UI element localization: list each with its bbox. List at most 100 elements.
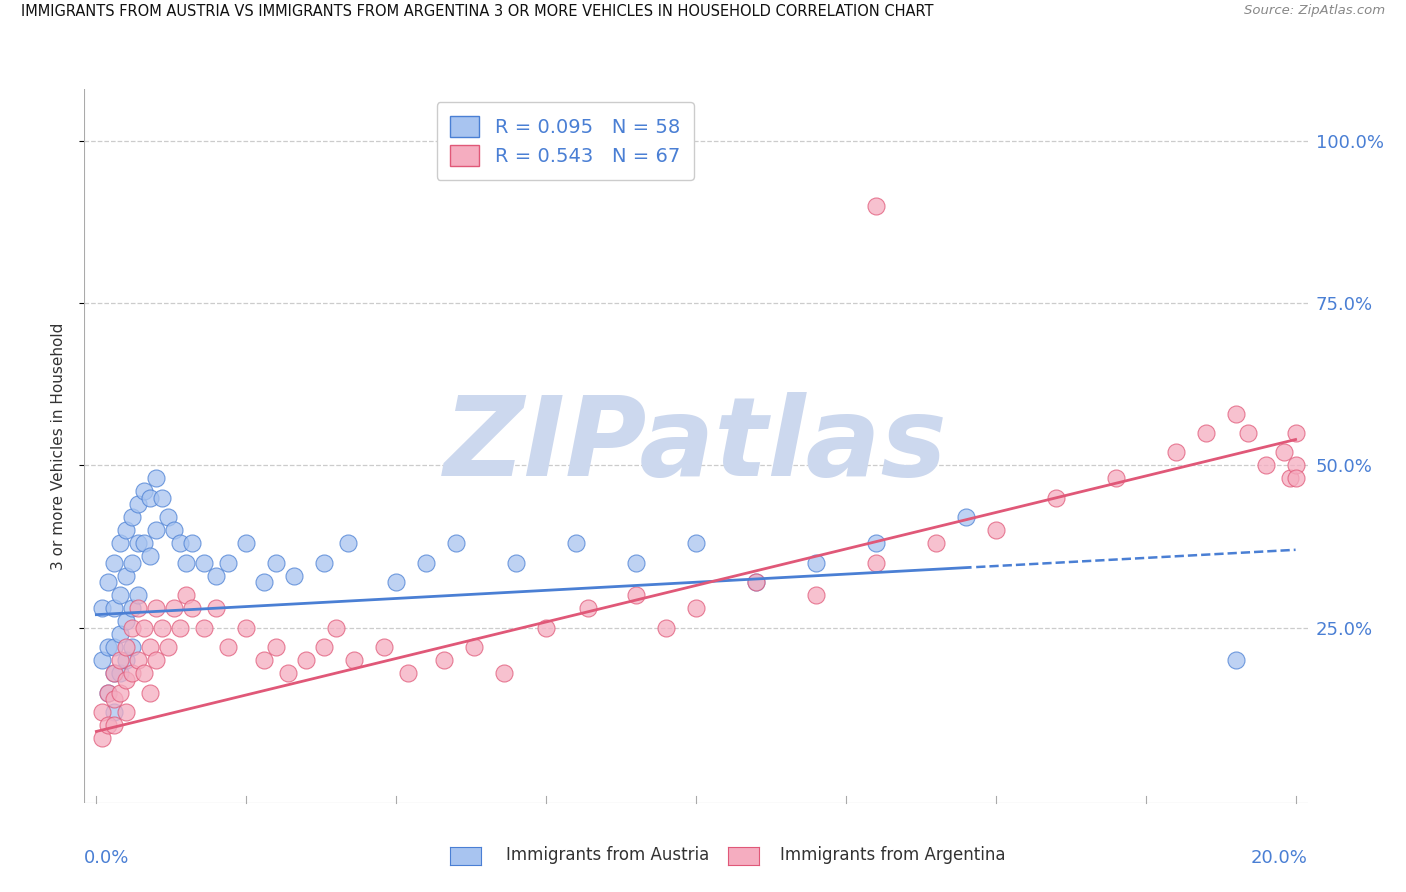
Point: [163, 524, 186, 538]
Point: [121, 510, 143, 524]
Point: [145, 653, 167, 667]
Point: [295, 653, 318, 667]
Point: [139, 491, 162, 505]
Point: [984, 524, 1007, 538]
Point: [655, 621, 678, 635]
Point: [433, 653, 456, 667]
Point: [145, 601, 167, 615]
Point: [127, 653, 149, 667]
Point: [181, 536, 204, 550]
Point: [1236, 425, 1258, 440]
Point: [139, 685, 162, 699]
Point: [121, 621, 143, 635]
Point: [1284, 471, 1306, 485]
Point: [235, 621, 257, 635]
Point: [193, 556, 215, 570]
Point: [127, 588, 149, 602]
Legend: R = 0.095   N = 58, R = 0.543   N = 67: R = 0.095 N = 58, R = 0.543 N = 67: [437, 103, 693, 180]
Point: [1284, 425, 1306, 440]
Point: [235, 536, 257, 550]
Point: [169, 536, 191, 550]
Point: [217, 640, 239, 654]
Point: [925, 536, 948, 550]
Text: Source: ZipAtlas.com: Source: ZipAtlas.com: [1244, 4, 1385, 18]
Point: [343, 653, 366, 667]
Point: [685, 601, 707, 615]
Point: [624, 588, 647, 602]
Point: [283, 568, 305, 582]
Point: [127, 601, 149, 615]
Point: [110, 536, 132, 550]
Text: ZIPatlas: ZIPatlas: [444, 392, 948, 500]
Point: [127, 497, 149, 511]
Point: [134, 666, 156, 681]
Point: [685, 536, 707, 550]
Point: [1164, 445, 1187, 459]
Point: [97, 685, 120, 699]
Point: [134, 536, 156, 550]
Point: [193, 621, 215, 635]
Point: [110, 588, 132, 602]
Point: [115, 524, 138, 538]
Point: [110, 627, 132, 641]
Point: [121, 601, 143, 615]
Point: [264, 556, 287, 570]
Point: [157, 640, 180, 654]
Point: [955, 510, 977, 524]
Point: [110, 666, 132, 681]
Text: Immigrants from Argentina: Immigrants from Argentina: [780, 846, 1005, 863]
Point: [1045, 491, 1067, 505]
Text: 20.0%: 20.0%: [1251, 849, 1308, 867]
Point: [103, 601, 125, 615]
Point: [91, 731, 114, 745]
Point: [463, 640, 485, 654]
Point: [1195, 425, 1218, 440]
Point: [1225, 653, 1247, 667]
Point: [103, 556, 125, 570]
Point: [373, 640, 395, 654]
Point: [103, 640, 125, 654]
Point: [103, 705, 125, 719]
Point: [277, 666, 299, 681]
Point: [150, 621, 173, 635]
Point: [103, 692, 125, 706]
Point: [127, 536, 149, 550]
Point: [103, 718, 125, 732]
Point: [134, 621, 156, 635]
Point: [163, 601, 186, 615]
Point: [1105, 471, 1128, 485]
Point: [115, 640, 138, 654]
Point: [745, 575, 768, 590]
Point: [1254, 458, 1277, 473]
Point: [157, 510, 180, 524]
Point: [1284, 458, 1306, 473]
Point: [97, 640, 120, 654]
Point: [139, 640, 162, 654]
Point: [804, 556, 827, 570]
Point: [494, 666, 516, 681]
Point: [145, 524, 167, 538]
Point: [534, 621, 557, 635]
Point: [217, 556, 239, 570]
Point: [103, 666, 125, 681]
Point: [745, 575, 768, 590]
Point: [110, 653, 132, 667]
Point: [121, 640, 143, 654]
Point: [97, 685, 120, 699]
Point: [169, 621, 191, 635]
Point: [253, 575, 276, 590]
Point: [415, 556, 437, 570]
Point: [110, 685, 132, 699]
Point: [115, 568, 138, 582]
Point: [97, 575, 120, 590]
Point: [264, 640, 287, 654]
Point: [97, 718, 120, 732]
Point: [91, 705, 114, 719]
Point: [385, 575, 408, 590]
Point: [1278, 471, 1301, 485]
Point: [865, 536, 887, 550]
Point: [396, 666, 419, 681]
Point: [337, 536, 360, 550]
Point: [576, 601, 599, 615]
Point: [91, 601, 114, 615]
